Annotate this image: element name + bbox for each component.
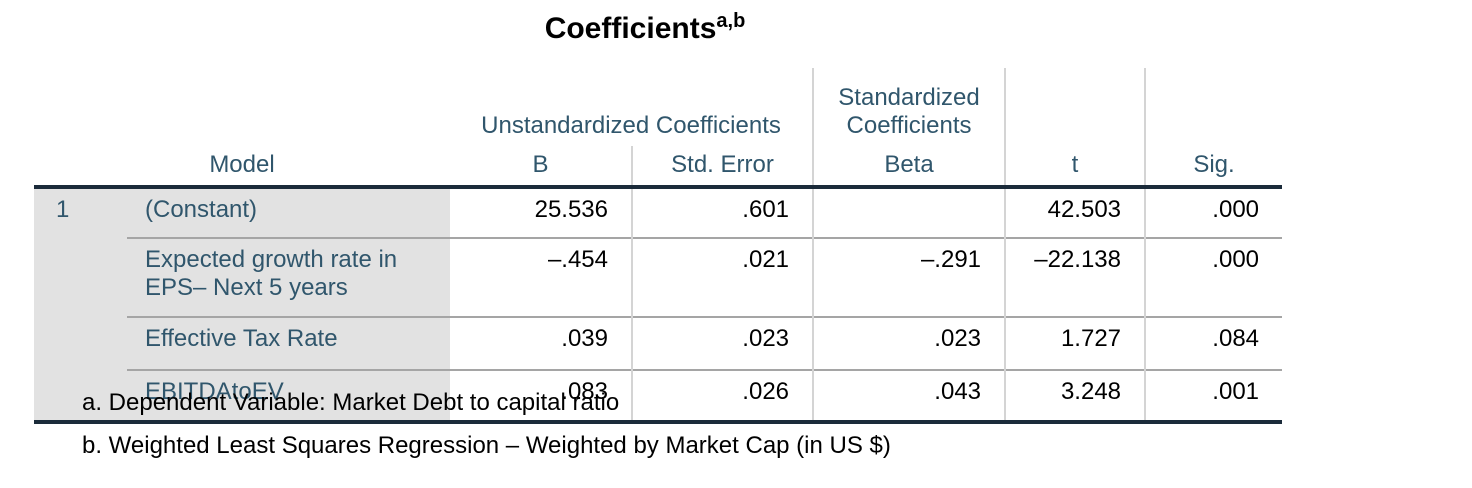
- cell-std-error: .601: [630, 187, 814, 238]
- cell-sig: .001: [1144, 369, 1283, 424]
- cell-std-error: .023: [630, 316, 814, 370]
- model-number-cell: 1: [34, 187, 127, 424]
- column-header-sig: Sig.: [1144, 146, 1283, 189]
- footnote-b: b. Weighted Least Squares Regression – W…: [82, 432, 891, 459]
- cell-b: –.454: [450, 237, 632, 317]
- standardized-group-header: Standardized Coefficients: [812, 68, 1006, 146]
- cell-b: .039: [450, 316, 632, 370]
- header-group-row: Model Unstandardized Coefficients Standa…: [34, 68, 1283, 189]
- header-column-row: B Std. Error Beta t Sig.: [34, 146, 1283, 189]
- cell-beta: .043: [812, 369, 1006, 424]
- table-title-text: Coefficients: [544, 12, 717, 45]
- row-label: Effective Tax Rate: [127, 316, 450, 370]
- cell-b: 25.536: [534, 196, 608, 223]
- coefficients-table: Model Unstandardized Coefficients Standa…: [34, 68, 1283, 424]
- cell-t: 3.248: [1004, 369, 1146, 424]
- cell-t: –22.138: [1004, 237, 1146, 317]
- cell-beta: [812, 187, 1006, 238]
- cell-sig: .000: [1144, 237, 1283, 317]
- table-row-growth-rate: Expected growth rate in EPS– Next 5 year…: [34, 237, 1283, 317]
- t-header-spacer: [1004, 68, 1146, 146]
- column-header-b: B: [450, 146, 632, 189]
- cell-t: 1.727: [1004, 316, 1146, 370]
- cell-b: .083: [450, 369, 632, 424]
- table-title-superscript: a,b: [716, 10, 746, 32]
- cell-sig: .084: [1144, 316, 1283, 370]
- cell-beta: .023: [812, 316, 1006, 370]
- column-header-std-error: Std. Error: [630, 146, 814, 189]
- model-column-header: Model: [34, 68, 450, 189]
- table-row-tax-rate: Effective Tax Rate .039 .023 .023 1.727 …: [34, 316, 1283, 370]
- cell-std-error: .026: [630, 369, 814, 424]
- sig-header-spacer: [1144, 68, 1283, 146]
- footnotes: a. Dependent Variable: Market Debt to ca…: [82, 388, 891, 474]
- row-label: Expected growth rate in EPS– Next 5 year…: [127, 237, 450, 317]
- cell-t: 42.503: [1004, 187, 1146, 238]
- cell-sig: .000: [1144, 187, 1283, 238]
- cell-std-error: .021: [630, 237, 814, 317]
- unstandardized-group-header: Unstandardized Coefficients: [481, 112, 781, 139]
- table-row-constant: 1 (Constant) 25.536 .601 42.503 .000: [34, 187, 1283, 424]
- footnote-a: a. Dependent Variable: Market Debt to ca…: [82, 389, 620, 416]
- table-row-ebitda-ev: EBITDAtoEV .083 .026 .043 3.248 .001: [34, 369, 1283, 424]
- row-label: (Constant): [127, 187, 450, 238]
- column-header-beta: Beta: [812, 146, 1006, 189]
- cell-beta: –.291: [812, 237, 1006, 317]
- column-header-t: t: [1004, 146, 1146, 189]
- row-label: EBITDAtoEV: [127, 369, 450, 424]
- table-title: Coefficientsa,b: [34, 10, 1256, 46]
